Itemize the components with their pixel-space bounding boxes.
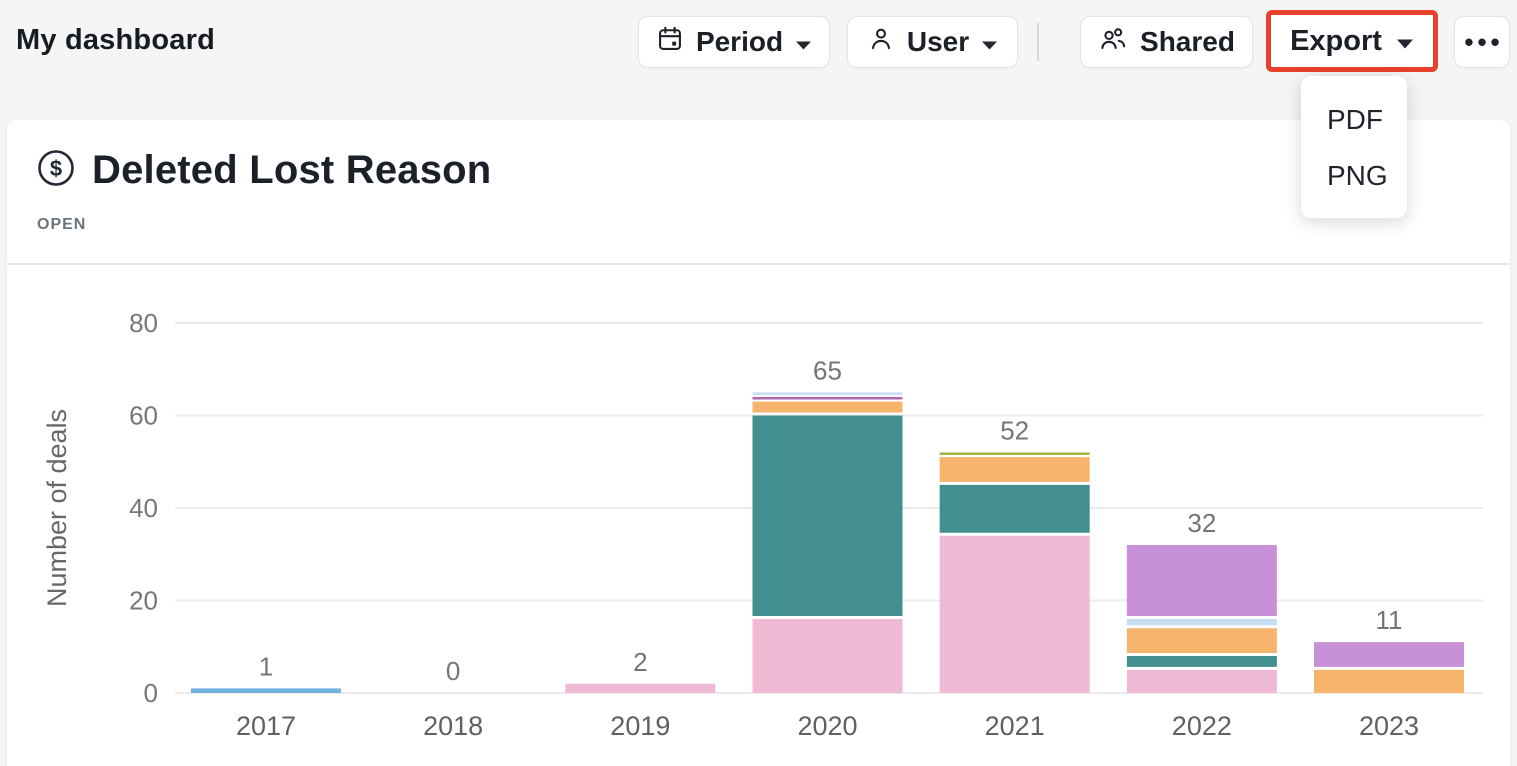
bar-total-label-2018: 0 <box>446 656 460 686</box>
deal-value-icon: $ <box>36 148 76 193</box>
user-dropdown-button[interactable]: User <box>847 16 1018 68</box>
status-badge: OPEN <box>37 216 87 233</box>
bar-segment-2022-light_blue[interactable] <box>1126 619 1277 626</box>
chevron-down-icon <box>981 26 998 58</box>
x-tick-label-2022: 2022 <box>1172 711 1232 741</box>
chevron-down-icon <box>1396 25 1414 58</box>
bar-segment-2019-pink[interactable] <box>565 683 716 693</box>
bar-segment-2023-orange[interactable] <box>1314 669 1465 693</box>
bar-total-label-2022: 32 <box>1187 508 1216 538</box>
bar-segment-2021-olive[interactable] <box>939 452 1090 456</box>
y-tick-label-40: 40 <box>129 493 158 523</box>
bar-segment-2022-violet[interactable] <box>1126 545 1277 616</box>
shared-button[interactable]: Shared <box>1080 16 1253 68</box>
bar-total-label-2021: 52 <box>1000 416 1029 446</box>
y-axis-title: Number of deals <box>42 409 72 607</box>
y-tick-label-20: 20 <box>129 586 158 616</box>
export-button-label: Export <box>1290 24 1382 57</box>
header-divider <box>1037 23 1039 61</box>
stacked-bar-chart: 0 20 40 60 80 Number of deals 1 2017 0 2018 2 2019 6… <box>42 308 1483 741</box>
export-menu: PDF PNG <box>1301 76 1407 218</box>
svg-text:$: $ <box>50 156 62 181</box>
bar-segment-2020-plum[interactable] <box>752 397 903 400</box>
ellipsis-icon: ••• <box>1464 27 1504 57</box>
bar-segment-2022-orange[interactable] <box>1126 628 1277 653</box>
period-button-label: Period <box>695 26 784 57</box>
export-button-highlight[interactable]: Export <box>1266 10 1438 72</box>
report-title: Deleted Lost Reason <box>92 148 492 192</box>
calendar-icon <box>656 25 684 60</box>
export-menu-item-pdf[interactable]: PDF <box>1327 104 1383 135</box>
bar-segment-2021-orange[interactable] <box>939 457 1090 482</box>
x-tick-label-2023: 2023 <box>1359 711 1419 741</box>
bar-total-label-2019: 2 <box>633 647 647 677</box>
y-tick-label-80: 80 <box>129 308 158 338</box>
bar-segment-2020-pink[interactable] <box>752 619 903 693</box>
bar-segment-2017-blue[interactable] <box>191 688 341 693</box>
bar-total-label-2017: 1 <box>259 651 273 681</box>
x-tick-label-2017: 2017 <box>236 711 296 741</box>
export-menu-item-png[interactable]: PNG <box>1327 160 1388 191</box>
page-title: My dashboard <box>16 24 215 56</box>
bar-segment-2023-violet[interactable] <box>1314 642 1465 667</box>
bar-segment-2022-pink[interactable] <box>1126 669 1277 693</box>
chevron-down-icon <box>795 26 812 58</box>
user-icon <box>867 25 895 60</box>
shared-button-label: Shared <box>1140 26 1235 57</box>
x-tick-label-2020: 2020 <box>797 711 857 741</box>
bar-segment-2020-teal[interactable] <box>752 415 903 617</box>
bar-segment-2021-pink[interactable] <box>939 535 1090 693</box>
card-divider <box>7 263 1510 265</box>
x-tick-label-2021: 2021 <box>985 711 1045 741</box>
x-tick-label-2018: 2018 <box>423 711 483 741</box>
bar-total-label-2023: 11 <box>1376 605 1403 635</box>
people-icon <box>1098 25 1128 60</box>
bar-total-label-2020: 65 <box>813 355 842 385</box>
x-tick-label-2019: 2019 <box>610 711 670 741</box>
more-options-button[interactable]: ••• <box>1454 16 1510 68</box>
y-tick-label-0: 0 <box>144 678 158 708</box>
user-button-label: User <box>906 26 970 57</box>
bar-segment-2022-teal[interactable] <box>1126 656 1277 667</box>
y-tick-label-60: 60 <box>129 401 158 431</box>
bar-segment-2020-light_blue[interactable] <box>752 392 903 395</box>
period-dropdown-button[interactable]: Period <box>638 16 830 68</box>
bar-segment-2021-teal[interactable] <box>939 484 1090 533</box>
bar-segment-2020-orange[interactable] <box>752 401 903 413</box>
